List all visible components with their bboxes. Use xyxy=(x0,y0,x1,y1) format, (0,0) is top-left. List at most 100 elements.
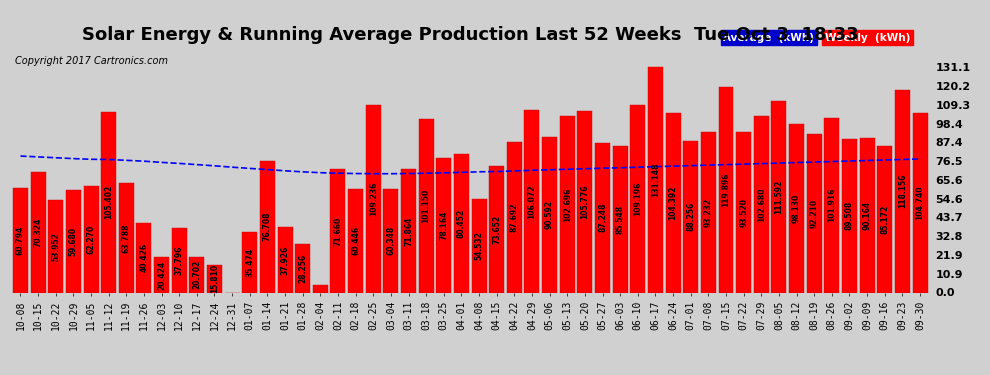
Text: 87.248: 87.248 xyxy=(598,203,607,232)
Bar xyxy=(419,119,434,292)
Bar xyxy=(647,68,663,292)
Text: 98.130: 98.130 xyxy=(792,194,801,223)
Bar xyxy=(895,90,910,292)
Text: 63.788: 63.788 xyxy=(122,223,131,252)
Text: 60.794: 60.794 xyxy=(16,226,25,255)
Text: 109.236: 109.236 xyxy=(368,182,378,216)
Text: 37.926: 37.926 xyxy=(280,245,289,274)
Bar xyxy=(877,146,892,292)
Bar xyxy=(365,105,381,292)
Bar xyxy=(577,111,592,292)
Text: 90.164: 90.164 xyxy=(862,201,871,230)
Text: Average  (kWh): Average (kWh) xyxy=(724,33,815,43)
Text: 102.696: 102.696 xyxy=(562,187,572,222)
Title: Solar Energy & Running Average Production Last 52 Weeks  Tue Oct 3  18:33: Solar Energy & Running Average Productio… xyxy=(82,26,858,44)
Text: 70.324: 70.324 xyxy=(34,217,43,247)
Bar xyxy=(737,132,751,292)
Bar xyxy=(913,113,928,292)
Bar xyxy=(771,101,786,292)
Bar xyxy=(719,87,734,292)
Bar xyxy=(243,232,257,292)
Bar xyxy=(295,244,310,292)
Text: 20.702: 20.702 xyxy=(192,260,201,290)
Text: 53.952: 53.952 xyxy=(51,232,60,261)
Text: 92.210: 92.210 xyxy=(810,199,819,228)
Bar xyxy=(683,141,698,292)
Bar xyxy=(189,257,204,292)
Text: 101.150: 101.150 xyxy=(422,189,431,223)
Text: 78.164: 78.164 xyxy=(440,211,448,240)
Text: 54.532: 54.532 xyxy=(474,231,483,260)
Text: 101.916: 101.916 xyxy=(828,188,837,222)
Bar xyxy=(701,132,716,292)
Bar xyxy=(525,110,540,292)
Bar xyxy=(348,189,363,292)
Text: 15.810: 15.810 xyxy=(210,264,219,294)
Text: 102.680: 102.680 xyxy=(756,187,766,222)
Text: 105.402: 105.402 xyxy=(104,185,113,219)
Text: 111.592: 111.592 xyxy=(774,180,783,214)
Text: 106.072: 106.072 xyxy=(528,184,537,219)
Text: 105.776: 105.776 xyxy=(580,184,589,219)
Text: 40.426: 40.426 xyxy=(140,243,148,272)
Bar xyxy=(207,266,222,292)
Bar xyxy=(753,116,769,292)
Bar xyxy=(313,285,328,292)
Text: 104.392: 104.392 xyxy=(668,186,677,220)
Text: 37.796: 37.796 xyxy=(174,245,184,275)
Bar xyxy=(49,200,63,292)
Text: 80.452: 80.452 xyxy=(457,209,466,238)
Bar xyxy=(807,134,822,292)
Text: 109.196: 109.196 xyxy=(634,182,643,216)
Bar xyxy=(101,112,116,292)
Text: 104.740: 104.740 xyxy=(916,185,925,220)
Text: 93.232: 93.232 xyxy=(704,198,713,227)
Bar xyxy=(613,146,628,292)
Bar xyxy=(119,183,134,292)
Bar xyxy=(383,189,398,292)
Bar xyxy=(154,258,169,292)
Text: 76.708: 76.708 xyxy=(263,212,272,242)
Text: 71.864: 71.864 xyxy=(404,216,413,246)
Text: 119.896: 119.896 xyxy=(722,172,731,207)
Bar xyxy=(31,172,46,292)
Bar xyxy=(631,105,645,292)
Text: 90.592: 90.592 xyxy=(545,200,554,229)
Bar xyxy=(277,227,293,292)
Bar xyxy=(825,117,840,292)
Text: 60.446: 60.446 xyxy=(351,226,360,255)
Bar xyxy=(595,143,610,292)
Text: 62.270: 62.270 xyxy=(86,224,95,254)
Text: 73.652: 73.652 xyxy=(492,215,501,244)
Bar xyxy=(171,228,187,292)
Text: 20.424: 20.424 xyxy=(157,260,166,290)
Bar xyxy=(842,139,857,292)
Text: 118.156: 118.156 xyxy=(898,174,907,208)
Bar xyxy=(454,154,469,292)
Text: 28.256: 28.256 xyxy=(298,254,307,283)
Text: 93.520: 93.520 xyxy=(740,198,748,227)
Bar xyxy=(789,124,804,292)
Text: 60.348: 60.348 xyxy=(386,226,395,255)
Bar xyxy=(859,138,874,292)
Bar xyxy=(471,199,486,292)
Bar xyxy=(489,166,504,292)
Bar xyxy=(137,223,151,292)
Bar xyxy=(331,170,346,292)
Bar xyxy=(507,142,522,292)
Text: 131.148: 131.148 xyxy=(651,163,660,197)
Text: 71.660: 71.660 xyxy=(334,216,343,246)
Text: 88.256: 88.256 xyxy=(686,202,695,231)
Bar xyxy=(66,190,81,292)
Text: 87.692: 87.692 xyxy=(510,202,519,232)
Bar xyxy=(83,186,99,292)
Text: Weekly  (kWh): Weekly (kWh) xyxy=(825,33,910,43)
Text: 85.172: 85.172 xyxy=(880,205,889,234)
Text: Copyright 2017 Cartronics.com: Copyright 2017 Cartronics.com xyxy=(15,56,167,66)
Text: 89.508: 89.508 xyxy=(845,201,854,230)
Text: 85.548: 85.548 xyxy=(616,204,625,234)
Bar xyxy=(665,113,680,292)
Bar xyxy=(401,169,416,292)
Bar xyxy=(260,161,275,292)
Bar xyxy=(559,116,575,292)
